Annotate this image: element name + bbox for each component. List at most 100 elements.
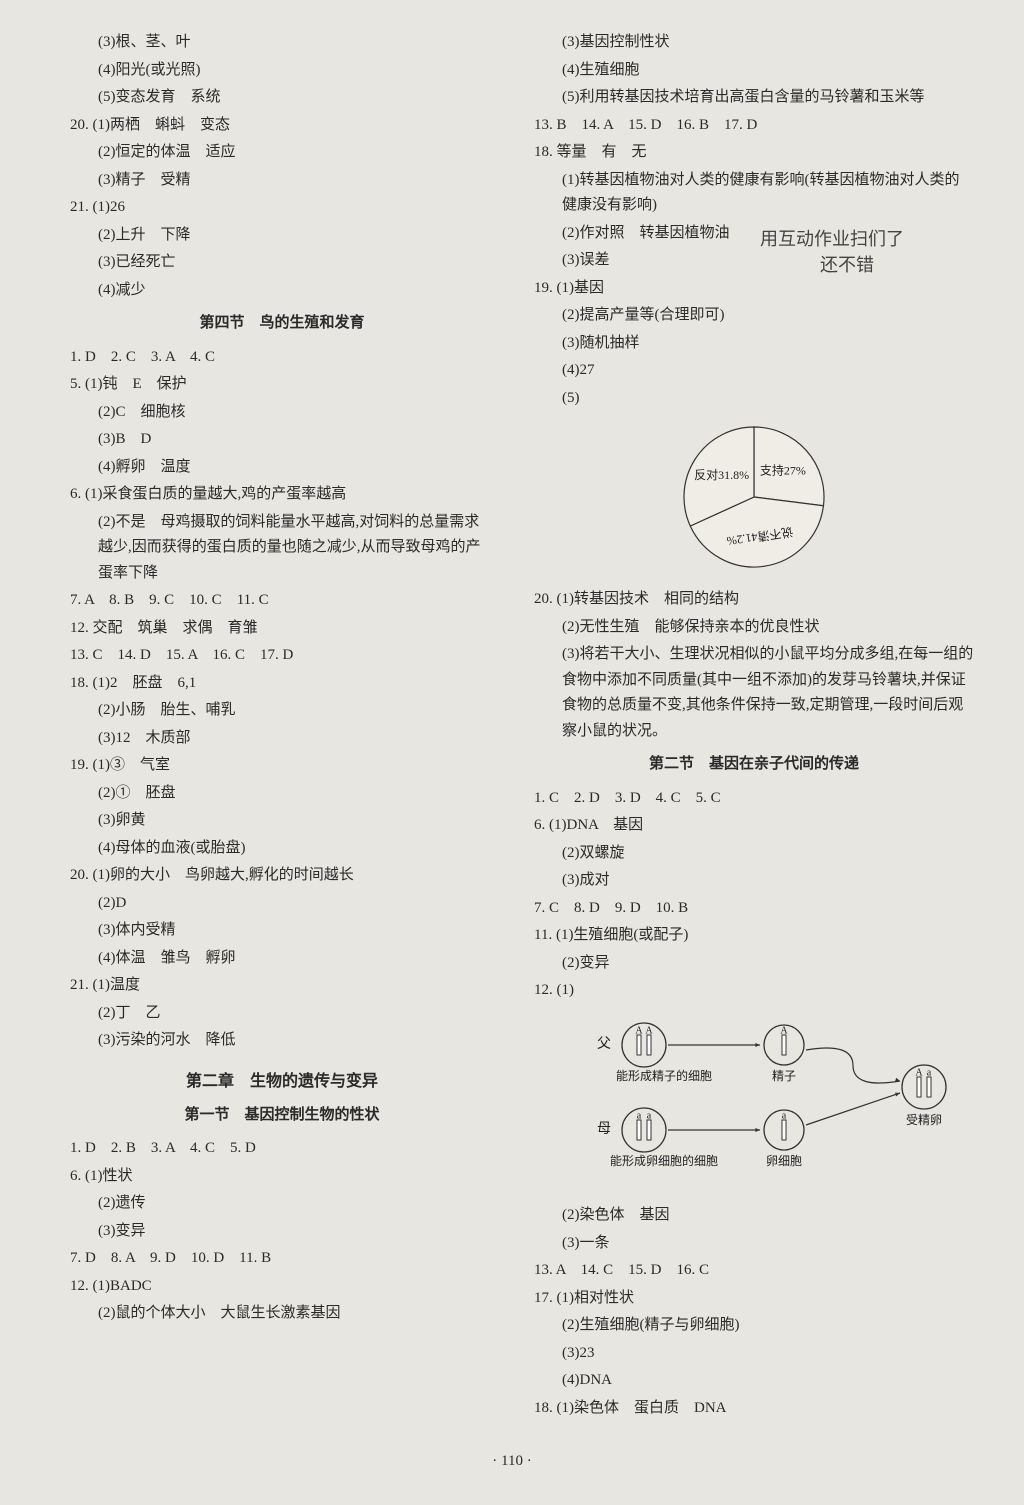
- text-line: 13. B 14. A 15. D 16. B 17. D: [534, 113, 974, 139]
- text-line: (2)无性生殖 能够保持亲本的优良性状: [534, 615, 974, 641]
- right-column: (3)基因控制性状(4)生殖细胞(5)利用转基因技术培育出高蛋白含量的马铃薯和玉…: [524, 30, 974, 1423]
- handwritten-annotation-2: 还不错: [820, 250, 874, 281]
- text-line: 11. (1)生殖细胞(或配子): [534, 923, 974, 949]
- text-line: (2)① 胚盘: [70, 781, 494, 807]
- chapter-2-title: 第二章 生物的遗传与变异: [70, 1068, 494, 1095]
- text-line: 20. (1)卵的大小 鸟卵越大,孵化的时间越长: [70, 863, 494, 889]
- text-line: 19. (1)③ 气室: [70, 753, 494, 779]
- page: (3)根、茎、叶(4)阳光(或光照)(5)变态发育 系统20. (1)两栖 蝌蚪…: [0, 0, 1024, 1443]
- page-number: · 110 ·: [0, 1449, 1024, 1475]
- text-line: 18. 等量 有 无: [534, 140, 974, 166]
- text-line: 5. (1)钝 E 保护: [70, 372, 494, 398]
- svg-text:卵细胞: 卵细胞: [766, 1153, 802, 1167]
- text-line: 1. D 2. B 3. A 4. C 5. D: [70, 1136, 494, 1162]
- svg-text:父: 父: [597, 1037, 611, 1052]
- svg-text:a: a: [782, 1110, 787, 1121]
- text-line: (3)污染的河水 降低: [70, 1028, 494, 1054]
- text-line: (5)利用转基因技术培育出高蛋白含量的马铃薯和玉米等: [534, 85, 974, 111]
- text-line: 20. (1)转基因技术 相同的结构: [534, 587, 974, 613]
- text-line: (4)生殖细胞: [534, 58, 974, 84]
- text-line: 21. (1)26: [70, 195, 494, 221]
- text-line: 18. (1)2 胚盘 6,1: [70, 671, 494, 697]
- text-line: (5)变态发育 系统: [70, 85, 494, 111]
- text-line: (2)丁 乙: [70, 1001, 494, 1027]
- text-line: (3)随机抽样: [534, 331, 974, 357]
- text-line: (2)不是 母鸡摄取的饲料能量水平越高,对饲料的总量需求越少,因而获得的蛋白质的…: [70, 510, 494, 587]
- svg-text:受精卵: 受精卵: [906, 1112, 942, 1126]
- text-line: (4)DNA: [534, 1368, 974, 1394]
- pie-chart: 支持27%说不清41.2%反对31.8%: [534, 417, 974, 577]
- text-line: (4)体温 雏鸟 孵卵: [70, 946, 494, 972]
- text-line: (2)提高产量等(合理即可): [534, 303, 974, 329]
- svg-text:能形成卵细胞的细胞: 能形成卵细胞的细胞: [610, 1152, 718, 1167]
- svg-text:能形成精子的细胞: 能形成精子的细胞: [616, 1067, 712, 1082]
- text-line: (4)阳光(或光照): [70, 58, 494, 84]
- text-line: 12. 交配 筑巢 求偶 育雏: [70, 616, 494, 642]
- left-column: (3)根、茎、叶(4)阳光(或光照)(5)变态发育 系统20. (1)两栖 蝌蚪…: [70, 30, 504, 1423]
- text-line: (3)已经死亡: [70, 250, 494, 276]
- text-line: 7. A 8. B 9. C 10. C 11. C: [70, 588, 494, 614]
- text-line: 7. D 8. A 9. D 10. D 11. B: [70, 1246, 494, 1272]
- text-line: (3)根、茎、叶: [70, 30, 494, 56]
- svg-text:母: 母: [597, 1122, 611, 1137]
- text-line: (2)C 细胞核: [70, 400, 494, 426]
- text-line: (3)23: [534, 1341, 974, 1367]
- text-line: (4)孵卵 温度: [70, 455, 494, 481]
- text-line: (4)27: [534, 358, 974, 384]
- text-line: 13. C 14. D 15. A 16. C 17. D: [70, 643, 494, 669]
- section-4-title: 第四节 鸟的生殖和发育: [70, 311, 494, 337]
- svg-text:反对31.8%: 反对31.8%: [694, 468, 749, 482]
- text-line: (3)体内受精: [70, 918, 494, 944]
- svg-text:A: A: [915, 1067, 923, 1078]
- text-line: (1)转基因植物油对人类的健康有影响(转基因植物油对人类的健康没有影响): [534, 168, 974, 219]
- text-line: (2)染色体 基因: [534, 1203, 974, 1229]
- text-line: (2)变异: [534, 951, 974, 977]
- text-line: (2)双螺旋: [534, 841, 974, 867]
- text-line: (3)精子 受精: [70, 168, 494, 194]
- text-line: (3)基因控制性状: [534, 30, 974, 56]
- section-1-title: 第一节 基因控制生物的性状: [70, 1103, 494, 1129]
- svg-text:A: A: [635, 1025, 643, 1036]
- text-line: 19. (1)基因: [534, 276, 974, 302]
- text-line: (4)减少: [70, 278, 494, 304]
- text-line: (2)鼠的个体大小 大鼠生长激素基因: [70, 1301, 494, 1327]
- text-line: (3)一条: [534, 1231, 974, 1257]
- text-line: 6. (1)采食蛋白质的量越大,鸡的产蛋率越高: [70, 482, 494, 508]
- svg-text:支持27%: 支持27%: [760, 462, 806, 477]
- text-line: (2)遗传: [70, 1191, 494, 1217]
- text-line: 18. (1)染色体 蛋白质 DNA: [534, 1396, 974, 1422]
- text-line: 12. (1)BADC: [70, 1274, 494, 1300]
- text-line: (3)将若干大小、生理状况相似的小鼠平均分成多组,在每一组的食物中添加不同质量(…: [534, 642, 974, 744]
- text-line: (4)母体的血液(或胎盘): [70, 836, 494, 862]
- text-line: 12. (1): [534, 978, 974, 1004]
- text-line: (2)恒定的体温 适应: [70, 140, 494, 166]
- section-2-title: 第二节 基因在亲子代间的传递: [534, 752, 974, 778]
- text-line: (2)作对照 转基因植物油: [534, 221, 974, 247]
- svg-text:A: A: [780, 1025, 788, 1036]
- text-line: 6. (1)性状: [70, 1164, 494, 1190]
- svg-text:a: a: [927, 1067, 932, 1078]
- text-line: 1. D 2. C 3. A 4. C: [70, 345, 494, 371]
- text-line: (3)B D: [70, 427, 494, 453]
- text-line: 13. A 14. C 15. D 16. C: [534, 1258, 974, 1284]
- text-line: 1. C 2. D 3. D 4. C 5. C: [534, 786, 974, 812]
- genetics-diagram: 父AAA母aaaAa能形成精子的细胞精子能形成卵细胞的细胞卵细胞受精卵: [554, 1010, 974, 1200]
- text-line: (2)上升 下降: [70, 223, 494, 249]
- text-line: (2)小肠 胎生、哺乳: [70, 698, 494, 724]
- text-line: (2)生殖细胞(精子与卵细胞): [534, 1313, 974, 1339]
- text-line: (3)误差: [534, 248, 974, 274]
- text-line: (3)卵黄: [70, 808, 494, 834]
- text-line: 6. (1)DNA 基因: [534, 813, 974, 839]
- svg-text:a: a: [637, 1110, 642, 1121]
- text-line: 17. (1)相对性状: [534, 1286, 974, 1312]
- svg-text:a: a: [647, 1110, 652, 1121]
- text-line: (3)变异: [70, 1219, 494, 1245]
- text-line: 21. (1)温度: [70, 973, 494, 999]
- text-line: (5): [534, 386, 974, 412]
- text-line: (3)成对: [534, 868, 974, 894]
- text-line: (2)D: [70, 891, 494, 917]
- text-line: 7. C 8. D 9. D 10. B: [534, 896, 974, 922]
- text-line: (3)12 木质部: [70, 726, 494, 752]
- svg-text:A: A: [645, 1025, 653, 1036]
- text-line: 20. (1)两栖 蝌蚪 变态: [70, 113, 494, 139]
